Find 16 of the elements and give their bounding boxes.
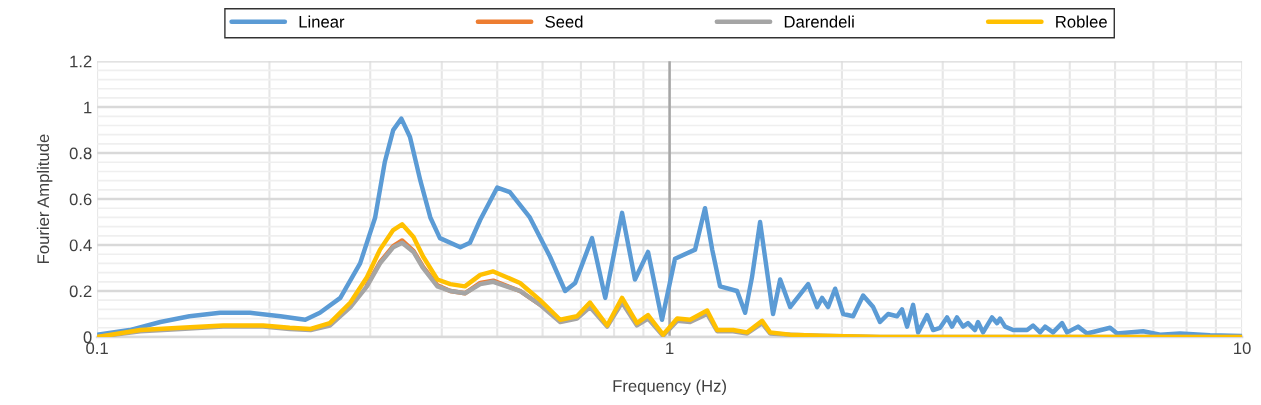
y-tick-label: 1 xyxy=(84,101,92,114)
y-tick-label: 1.2 xyxy=(70,55,92,68)
x-tick-label: 0.1 xyxy=(86,342,108,355)
x-tick-label: 10 xyxy=(1234,342,1251,355)
x-tick-label: 1 xyxy=(666,342,674,354)
y-tick-label: 0.2 xyxy=(69,285,92,298)
legend-label: Darendeli xyxy=(784,15,854,28)
y-tick-label: 0 xyxy=(83,331,92,344)
y-tick-label: 0.8 xyxy=(69,147,92,160)
y-tick-label: 0.4 xyxy=(69,239,92,252)
x-axis-title: Frequency (Hz) xyxy=(613,379,726,396)
legend-label: Linear xyxy=(299,15,345,28)
legend-label: Roblee xyxy=(1056,15,1107,28)
y-tick-label: 0.6 xyxy=(69,193,92,206)
legend-label: Seed xyxy=(545,15,583,28)
y-axis-title: Fourier Amplitude xyxy=(36,134,53,263)
